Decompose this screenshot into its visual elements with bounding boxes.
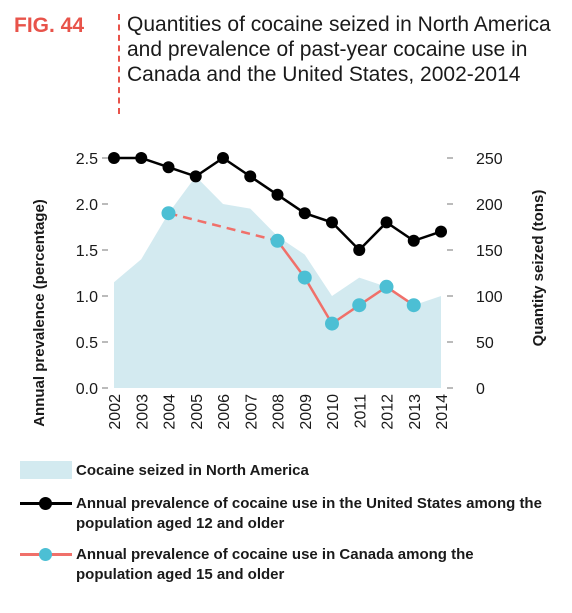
x-tick-label: 2012	[380, 394, 397, 430]
x-tick-label: 2011	[352, 394, 369, 429]
canada-data-point	[270, 233, 285, 248]
us-data-point	[380, 216, 393, 229]
x-tick-label: 2013	[407, 394, 424, 430]
x-tick-label: 2008	[271, 394, 288, 430]
legend-swatch-us	[20, 494, 72, 512]
y-left-tick-label: 2.0	[76, 197, 98, 214]
y-left-tick-label: 1.0	[76, 289, 98, 306]
legend-item-area: Cocaine seized in North America	[20, 461, 546, 481]
x-tick-label: 2009	[298, 394, 315, 430]
us-data-point	[244, 170, 257, 183]
us-data-point	[135, 152, 148, 164]
y-right-tick-label: 250	[476, 151, 503, 168]
legend-item-canada: Annual prevalence of cocaine use in Cana…	[20, 545, 546, 585]
markers-layer	[108, 152, 447, 331]
us-data-point	[162, 161, 175, 174]
us-data-point	[189, 170, 202, 183]
axes-layer: 0.0 0.5 1.0 1.5 2.0 2.5 0 50 100 150 200 250 2002 200…	[31, 151, 547, 430]
x-tick-label: 2010	[325, 394, 342, 430]
us-data-point	[271, 188, 284, 201]
canada-prevalence-dashed-line	[168, 211, 278, 243]
x-tick-label: 2004	[162, 394, 179, 430]
y-left-tick-label: 0.0	[76, 381, 98, 398]
x-tick-label: 2014	[434, 394, 451, 430]
x-tick-label: 2005	[189, 394, 206, 430]
y-right-tick-label: 100	[476, 289, 503, 306]
y-right-axis-title: Quantity seized (tons)	[530, 190, 547, 347]
canada-data-point	[406, 298, 421, 313]
canada-data-point	[379, 279, 394, 294]
legend-swatch-canada	[20, 545, 72, 563]
us-data-point	[353, 244, 366, 256]
y-right-tick-label: 0	[476, 381, 485, 398]
x-tick-label: 2003	[134, 394, 151, 430]
us-data-point	[217, 152, 229, 164]
canada-data-point	[297, 270, 312, 285]
us-data-point	[435, 225, 447, 238]
figure-label: FIG. 44	[14, 14, 85, 37]
y-left-tick-label: 0.5	[76, 335, 98, 352]
chart-title: Quantities of cocaine seized in North Am…	[127, 13, 551, 86]
legend-swatch-area	[20, 461, 72, 479]
us-data-point	[298, 207, 311, 220]
area-layer	[114, 176, 441, 388]
x-tick-label: 2002	[107, 394, 124, 430]
y-left-tick-label: 2.5	[76, 151, 98, 168]
y-left-axis-title: Annual prevalence (percentage)	[31, 199, 48, 427]
x-tick-label: 2006	[216, 394, 233, 430]
area-series-seized	[114, 176, 441, 388]
x-tick-label: 2007	[243, 394, 260, 430]
legend-label-area: Cocaine seized in North America	[76, 462, 309, 479]
canada-data-point	[325, 316, 339, 331]
y-right-tick-label: 200	[476, 197, 503, 214]
us-data-point	[326, 216, 338, 229]
canada-data-point	[161, 206, 176, 221]
y-right-tick-label: 50	[476, 335, 494, 352]
us-data-point	[108, 152, 120, 164]
y-left-tick-label: 1.5	[76, 243, 98, 260]
legend-label-canada: Annual prevalence of cocaine use in Cana…	[76, 546, 474, 583]
legend-item-us: Annual prevalence of cocaine use in the …	[20, 494, 546, 534]
chart-canvas: 0.0 0.5 1.0 1.5 2.0 2.5 0 50 100 150 200 250 2002 200…	[31, 151, 547, 430]
title-divider	[118, 14, 120, 114]
canada-data-point	[352, 298, 367, 313]
us-data-point	[407, 234, 420, 247]
legend-label-us: Annual prevalence of cocaine use in the …	[76, 495, 542, 532]
y-right-tick-label: 150	[476, 243, 503, 260]
